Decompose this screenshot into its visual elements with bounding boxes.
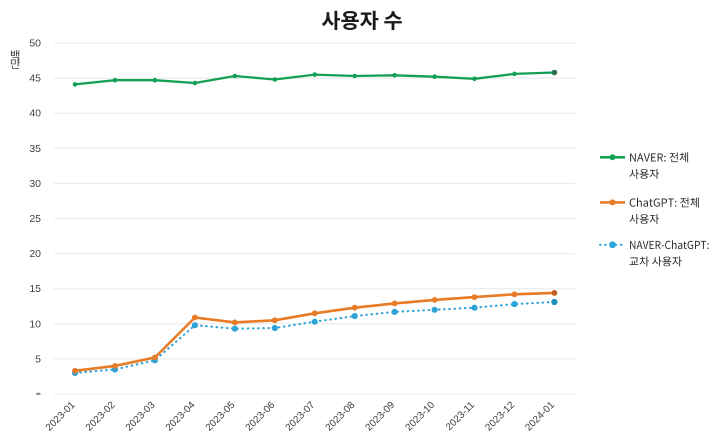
svg-text:40: 40 xyxy=(29,108,41,120)
svg-text:20: 20 xyxy=(29,248,41,260)
svg-text:45: 45 xyxy=(29,73,41,85)
svg-text:35: 35 xyxy=(29,143,41,155)
svg-text:30: 30 xyxy=(29,178,41,190)
svg-text:25: 25 xyxy=(29,213,41,225)
svg-text:50: 50 xyxy=(29,38,41,50)
svg-text:15: 15 xyxy=(29,283,41,295)
svg-text:10: 10 xyxy=(29,318,41,330)
svg-text:5: 5 xyxy=(35,353,41,365)
